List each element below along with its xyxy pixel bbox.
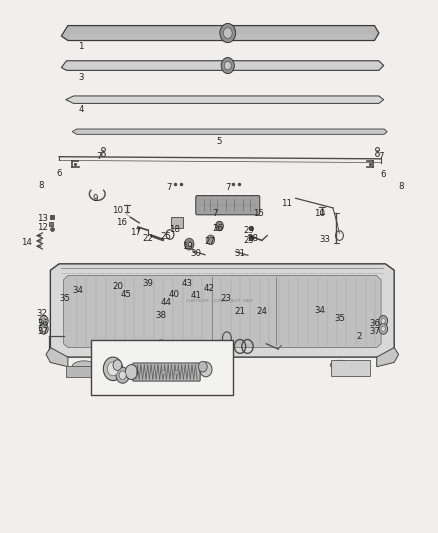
Circle shape xyxy=(42,318,46,324)
Text: 7: 7 xyxy=(212,209,217,217)
Circle shape xyxy=(113,360,122,370)
Circle shape xyxy=(103,357,123,381)
Circle shape xyxy=(221,58,234,74)
Circle shape xyxy=(220,23,236,43)
Circle shape xyxy=(107,362,119,376)
Text: 42: 42 xyxy=(204,285,215,293)
Text: 11: 11 xyxy=(281,199,293,208)
Text: 29: 29 xyxy=(244,237,254,245)
Circle shape xyxy=(42,326,46,332)
Text: 10: 10 xyxy=(112,206,123,215)
Polygon shape xyxy=(64,276,381,348)
Text: 20: 20 xyxy=(112,282,123,291)
Text: 37: 37 xyxy=(37,327,49,336)
Text: 3: 3 xyxy=(78,73,84,82)
Text: 28: 28 xyxy=(247,234,259,243)
Text: 15: 15 xyxy=(253,209,264,217)
Polygon shape xyxy=(66,96,384,103)
Polygon shape xyxy=(72,129,387,134)
Circle shape xyxy=(224,61,231,70)
Text: 4: 4 xyxy=(78,106,84,114)
Text: 6: 6 xyxy=(381,171,386,179)
Text: 36: 36 xyxy=(37,319,49,328)
Text: 22: 22 xyxy=(142,235,154,243)
Text: 24: 24 xyxy=(256,307,268,316)
Bar xyxy=(331,360,370,376)
Text: 44: 44 xyxy=(160,298,171,306)
Circle shape xyxy=(116,367,129,383)
Text: 10: 10 xyxy=(314,209,325,217)
Text: 8: 8 xyxy=(398,182,403,191)
Text: 35: 35 xyxy=(59,294,71,303)
Text: 6: 6 xyxy=(57,169,62,178)
Text: 40: 40 xyxy=(169,290,180,298)
Text: 29: 29 xyxy=(244,226,254,235)
Circle shape xyxy=(223,28,232,38)
Text: 8: 8 xyxy=(39,181,44,190)
Text: 25: 25 xyxy=(160,232,171,241)
Text: 5: 5 xyxy=(216,137,222,146)
FancyBboxPatch shape xyxy=(196,196,260,215)
Text: CHRYSLER  DODGE  JEEP  RAM: CHRYSLER DODGE JEEP RAM xyxy=(186,299,252,303)
Text: 34: 34 xyxy=(314,306,325,315)
Circle shape xyxy=(198,361,207,372)
Text: 18: 18 xyxy=(169,225,180,233)
Text: 31: 31 xyxy=(234,249,246,257)
Text: 17: 17 xyxy=(130,229,141,237)
Text: 16: 16 xyxy=(116,219,127,227)
Text: 21: 21 xyxy=(234,308,246,316)
Circle shape xyxy=(119,371,126,379)
Bar xyxy=(66,366,99,377)
Text: 32: 32 xyxy=(36,309,47,318)
Circle shape xyxy=(200,362,212,377)
Circle shape xyxy=(39,324,48,334)
Polygon shape xyxy=(61,61,384,70)
Circle shape xyxy=(381,318,385,324)
FancyBboxPatch shape xyxy=(133,363,200,381)
Text: 26: 26 xyxy=(212,224,224,233)
Text: 38: 38 xyxy=(155,311,167,320)
Circle shape xyxy=(379,324,388,334)
Text: 7: 7 xyxy=(225,183,230,192)
Circle shape xyxy=(184,238,194,250)
Text: 36: 36 xyxy=(369,319,380,328)
Text: 27: 27 xyxy=(204,237,215,246)
Circle shape xyxy=(207,235,215,245)
Polygon shape xyxy=(377,348,399,367)
Text: 30: 30 xyxy=(191,249,202,257)
Text: 45: 45 xyxy=(120,290,132,298)
Text: 7: 7 xyxy=(166,183,171,192)
Bar xyxy=(91,340,233,395)
Text: 33: 33 xyxy=(319,236,331,244)
Text: 1: 1 xyxy=(78,43,84,51)
Polygon shape xyxy=(50,264,394,357)
Circle shape xyxy=(187,241,191,247)
Text: 13: 13 xyxy=(37,214,49,223)
Bar xyxy=(171,217,183,228)
Circle shape xyxy=(125,365,138,379)
Text: 14: 14 xyxy=(21,238,32,247)
Text: 43: 43 xyxy=(182,279,193,288)
Text: 12: 12 xyxy=(37,223,49,231)
Ellipse shape xyxy=(330,360,351,370)
Text: 9: 9 xyxy=(93,194,98,203)
Polygon shape xyxy=(61,26,379,41)
Text: 19: 19 xyxy=(182,243,193,251)
Text: 23: 23 xyxy=(220,294,231,303)
Circle shape xyxy=(381,326,385,332)
Text: 7: 7 xyxy=(378,152,384,161)
Text: 2: 2 xyxy=(357,333,362,341)
Polygon shape xyxy=(46,348,68,367)
Ellipse shape xyxy=(72,361,96,373)
Circle shape xyxy=(379,316,388,326)
Circle shape xyxy=(39,316,48,326)
Text: 41: 41 xyxy=(191,291,202,300)
Text: 37: 37 xyxy=(369,327,380,336)
Circle shape xyxy=(215,221,223,231)
Text: 34: 34 xyxy=(72,286,84,295)
Text: 39: 39 xyxy=(143,279,153,288)
Text: 7: 7 xyxy=(96,152,101,161)
Text: 35: 35 xyxy=(334,314,345,323)
